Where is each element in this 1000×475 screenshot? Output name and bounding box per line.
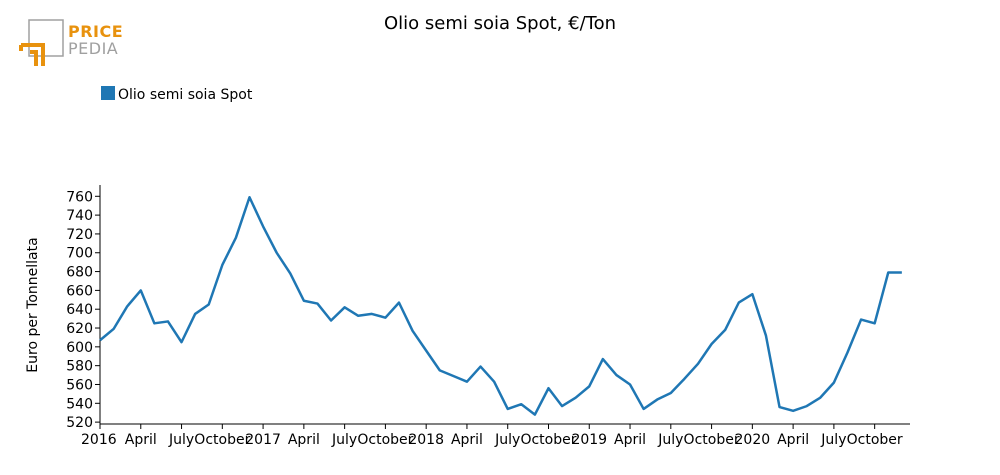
series-group: [99, 195, 902, 416]
x-tick-label: October: [357, 432, 413, 448]
y-tick-label: 600: [66, 340, 93, 356]
x-tick-label: 2017: [245, 432, 281, 448]
logo-text-price: PRICE: [68, 22, 123, 41]
x-tick-label: 2016: [81, 432, 117, 448]
x-tick-label: July: [820, 432, 846, 448]
chart-title: Olio semi soia Spot, €/Ton: [384, 13, 616, 34]
axes: 520540560580600620640660680700720740760 …: [66, 185, 910, 448]
x-tick-label: October: [520, 432, 576, 448]
x-tick-label: April: [777, 432, 809, 448]
logo-text-pedia: PEDIA: [68, 39, 118, 58]
y-tick-label: 620: [66, 321, 93, 337]
x-tick-label: 2019: [571, 432, 607, 448]
x-tick-label: July: [168, 432, 194, 448]
series-line-olio-semi-soia-spot: [99, 195, 902, 416]
y-tick-label: 560: [66, 377, 93, 393]
x-tick-label: July: [331, 432, 357, 448]
y-ticks: 520 540 560 580 600 620 640 660 680 700 720 740 760: [66, 189, 100, 431]
y-tick-label: 540: [66, 396, 93, 412]
y-tick-label: 520: [66, 415, 93, 431]
y-tick-label: 580: [66, 359, 93, 375]
y-tick-label: 680: [66, 265, 93, 281]
y-tick-label: 660: [66, 283, 93, 299]
x-tick-label: April: [125, 432, 157, 448]
legend-label: Olio semi soia Spot: [118, 87, 253, 103]
logo-frame-gray: [28, 19, 64, 57]
x-tick-label: October: [194, 432, 250, 448]
x-tick-label: July: [657, 432, 683, 448]
x-tick-label: 2020: [735, 432, 771, 448]
y-tick-label: 720: [66, 227, 93, 243]
x-tick-label: October: [847, 432, 903, 448]
y-axis-label: Euro per Tonnellata: [25, 237, 41, 372]
x-tick-label: October: [684, 432, 740, 448]
x-tick-label: 2018: [408, 432, 444, 448]
x-tick-label: April: [614, 432, 646, 448]
y-tick-label: 640: [66, 302, 93, 318]
y-tick-label: 760: [66, 189, 93, 205]
logo-bracket-orange: [19, 43, 45, 66]
legend: Olio semi soia Spot: [101, 86, 253, 103]
x-tick-label: April: [288, 432, 320, 448]
legend-swatch: [101, 86, 115, 100]
y-tick-label: 740: [66, 208, 93, 224]
pricepedia-logo: PRICE PEDIA: [19, 19, 123, 66]
x-tick-label: April: [451, 432, 483, 448]
x-tick-label: July: [494, 432, 520, 448]
y-tick-label: 700: [66, 246, 93, 262]
